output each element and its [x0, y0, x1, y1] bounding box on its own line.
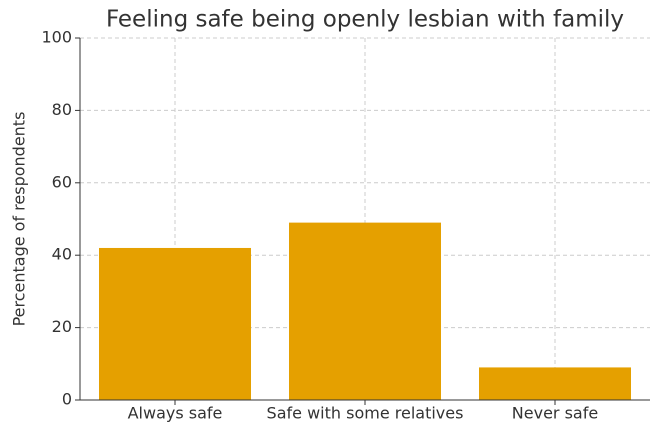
x-tick-label: Never safe	[512, 404, 598, 423]
x-tick-label: Always safe	[128, 404, 223, 423]
x-tick-label: Safe with some relatives	[267, 404, 464, 423]
y-tick-label: 20	[52, 317, 72, 336]
chart-title: Feeling safe being openly lesbian with f…	[106, 7, 624, 33]
bar	[479, 367, 631, 400]
bar	[289, 222, 441, 400]
y-axis-label: Percentage of respondents	[10, 112, 29, 327]
y-tick-label: 0	[62, 390, 72, 409]
bar	[99, 247, 251, 400]
y-tick-label: 60	[52, 172, 72, 191]
y-tick-label: 100	[41, 28, 72, 47]
y-tick-label: 80	[52, 100, 72, 119]
y-tick-label: 40	[52, 245, 72, 264]
